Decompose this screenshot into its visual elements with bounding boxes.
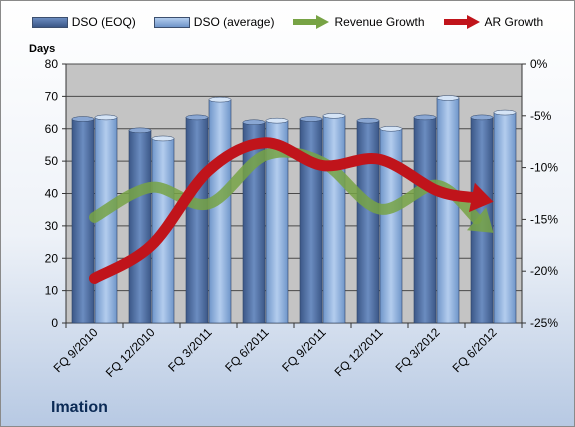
x-axis-tick-label: FQ 12/2011 xyxy=(332,325,386,379)
y2-axis-tick-label: -25% xyxy=(530,316,558,330)
legend-item-revenue-growth: Revenue Growth xyxy=(292,15,425,29)
bar-cap-dso-eoq xyxy=(299,116,323,122)
bar-cap-dso-average xyxy=(436,95,460,101)
y-axis-tick-label: 0 xyxy=(51,316,58,330)
bar-cap-dso-eoq xyxy=(356,117,380,124)
bar-cap-dso-average xyxy=(208,96,232,103)
y-axis-tick-label: 50 xyxy=(45,154,59,168)
legend-item-dso-average: DSO (average) xyxy=(153,15,275,29)
x-axis-tick-label: FQ 12/2010 xyxy=(103,325,158,380)
y-axis-title: Days xyxy=(29,43,55,55)
bar-dso-average xyxy=(436,97,460,324)
y2-axis-tick-label: -10% xyxy=(530,161,558,175)
bar-cap-dso-average xyxy=(151,135,175,142)
y2-axis-tick-label: 0% xyxy=(530,57,548,71)
x-axis-tick-label: FQ 3/2011 xyxy=(165,325,215,375)
bar-dso-eoq xyxy=(185,117,209,324)
series-arrowhead-ar-growth xyxy=(468,182,494,213)
series-line-ar-growth xyxy=(89,137,478,284)
bar-dso-average xyxy=(208,99,232,324)
bar-cap-dso-eoq xyxy=(242,119,266,126)
y2-axis-tick-label: -15% xyxy=(530,212,558,226)
y-axis-tick-label: 30 xyxy=(45,219,59,233)
bar-cap-dso-average xyxy=(265,117,289,124)
company-name: Imation xyxy=(51,399,108,416)
bar-dso-eoq xyxy=(128,130,152,324)
y-axis-tick-label: 60 xyxy=(45,122,59,136)
legend-label-dso-average: DSO (average) xyxy=(193,15,275,29)
x-axis-tick-label: FQ 9/2011 xyxy=(279,325,329,375)
bar-cap-dso-eoq xyxy=(71,116,95,122)
x-axis-tick-label: FQ 3/2012 xyxy=(393,325,443,375)
y-axis-tick-label: 10 xyxy=(45,284,59,298)
legend-swatch-dso-average xyxy=(153,16,190,28)
chart-legend: DSO (EOQ) DSO (average) Revenue Growth A… xyxy=(1,15,574,29)
legend-label-ar-growth: AR Growth xyxy=(484,15,544,29)
y2-axis-tick-label: -5% xyxy=(530,109,552,123)
legend-swatch-dso-eoq xyxy=(31,16,68,28)
y-axis-tick-label: 70 xyxy=(45,89,59,103)
legend-label-revenue-growth: Revenue Growth xyxy=(334,15,425,29)
x-axis-tick-label: FQ 6/2011 xyxy=(222,325,272,375)
bar-dso-average xyxy=(322,115,346,324)
y-axis-tick-label: 20 xyxy=(45,251,59,265)
bar-cap-dso-eoq xyxy=(128,127,152,134)
bar-cap-dso-average xyxy=(322,113,346,119)
bar-cap-dso-eoq xyxy=(413,114,437,121)
legend-arrow-revenue-growth xyxy=(293,15,330,29)
bar-cap-dso-average xyxy=(379,126,403,132)
legend-label-dso-eoq: DSO (EOQ) xyxy=(71,15,136,29)
bar-cap-dso-eoq xyxy=(185,114,209,121)
bar-cap-dso-eoq xyxy=(470,114,494,121)
y-axis-tick-label: 80 xyxy=(45,57,59,71)
x-axis-tick-label: FQ 6/2012 xyxy=(450,325,500,375)
series-arrowhead-revenue-growth xyxy=(467,207,494,233)
bar-dso-eoq xyxy=(356,120,380,324)
bar-cap-dso-average xyxy=(94,114,118,121)
x-axis-tick-label: FQ 9/2010 xyxy=(51,325,101,375)
bar-cap-dso-average xyxy=(493,109,517,116)
legend-item-ar-growth: AR Growth xyxy=(443,15,544,29)
y-axis-tick-label: 40 xyxy=(45,187,59,201)
legend-arrow-ar-growth xyxy=(443,15,480,29)
y2-axis-tick-label: -20% xyxy=(530,264,558,278)
bar-dso-average xyxy=(493,112,517,324)
bar-dso-eoq xyxy=(413,117,437,324)
legend-item-dso-eoq: DSO (EOQ) xyxy=(31,15,136,29)
